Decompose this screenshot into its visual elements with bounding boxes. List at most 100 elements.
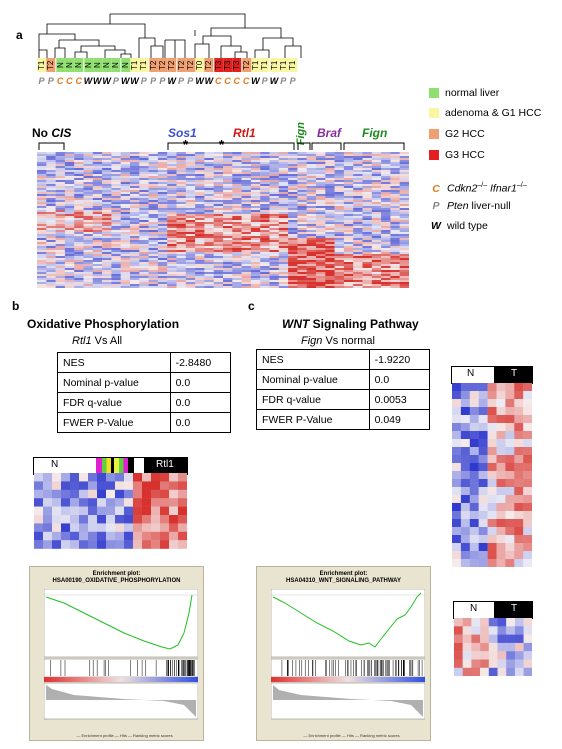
- heatmap-cell: [325, 158, 335, 161]
- heatmap-cell: [399, 218, 409, 221]
- heatmap-cell: [167, 276, 177, 279]
- heatmap-cell: [343, 160, 354, 163]
- heatmap-cell: [334, 268, 345, 271]
- heatmap-cell: [241, 262, 252, 265]
- heatmap-cell: [176, 186, 186, 189]
- heatmap-cell: [260, 274, 270, 277]
- heatmap-cell: [306, 248, 317, 251]
- heatmap-cell: [362, 256, 372, 259]
- heatmap-cell: [371, 202, 382, 205]
- heatmap-cell: [120, 234, 131, 237]
- sample-genotype-cell: W: [83, 76, 93, 86]
- heatmap-cell: [139, 176, 149, 179]
- heatmap-cell: [334, 200, 345, 203]
- heatmap-cell: [111, 232, 121, 235]
- heatmap-cell: [269, 236, 279, 239]
- heatmap-cell: [102, 190, 112, 193]
- heatmap-cell: [232, 276, 242, 279]
- heatmap-cell: [232, 242, 242, 245]
- heatmap-cell: [460, 455, 470, 464]
- heatmap-cell: [130, 184, 140, 187]
- heatmap-cell: [297, 156, 307, 159]
- heatmap-cell: [452, 495, 462, 504]
- heatmap-cell: [278, 236, 289, 239]
- heatmap-cell: [74, 202, 84, 205]
- heatmap-cell: [139, 276, 149, 279]
- heatmap-cell: [523, 634, 532, 644]
- heatmap-cell: [102, 220, 112, 223]
- heatmap-cell: [241, 218, 252, 221]
- heatmap-cell: [157, 258, 168, 261]
- heatmap-cell: [471, 642, 481, 652]
- heatmap-cell: [55, 210, 66, 213]
- heatmap-cell: [176, 208, 186, 211]
- heatmap-cell: [74, 192, 84, 195]
- heatmap-cell: [343, 186, 354, 189]
- heatmap-cell: [343, 208, 354, 211]
- heatmap-cell: [133, 540, 143, 549]
- heatmap-cell: [505, 511, 515, 520]
- heatmap-cell: [223, 202, 233, 205]
- heatmap-cell: [223, 176, 233, 179]
- heatmap-cell: [61, 531, 71, 541]
- heatmap-cell: [178, 515, 187, 524]
- heatmap-cell: [213, 278, 224, 281]
- heatmap-cell: [70, 506, 80, 516]
- heatmap-cell: [115, 489, 125, 499]
- heatmap-cell: [452, 471, 462, 480]
- heatmap-cell: [353, 226, 363, 229]
- heatmap-cell: [157, 286, 168, 288]
- heatmap-cell: [157, 166, 168, 169]
- heatmap-cell: [120, 240, 131, 243]
- heatmap-cell: [223, 212, 233, 215]
- heatmap-cell: [92, 212, 103, 215]
- heatmap-cell: [278, 248, 289, 251]
- heatmap-cell: [306, 156, 317, 159]
- heatmap-cell: [390, 152, 400, 155]
- heatmap-cell: [223, 246, 233, 249]
- heatmap-cell: [64, 174, 75, 177]
- heatmap-cell: [176, 176, 186, 179]
- heatmap-cell: [176, 284, 186, 287]
- heatmap-cell: [371, 184, 382, 187]
- heatmap-cell: [471, 659, 481, 668]
- heatmap-cell: [260, 194, 270, 197]
- heatmap-cell: [297, 204, 307, 207]
- heatmap-cell: [334, 280, 345, 283]
- heatmap-cell: [371, 238, 382, 241]
- heatmap-cell: [79, 515, 89, 524]
- heatmap-cell: [480, 667, 489, 676]
- heatmap-cell: [92, 210, 103, 213]
- heatmap-cell: [195, 282, 205, 285]
- sample-genotype-cell: P: [112, 76, 119, 86]
- heatmap-cell: [148, 196, 159, 199]
- heatmap-cell: [390, 154, 400, 157]
- heatmap-cell: [250, 152, 261, 155]
- heatmap-cell: [160, 540, 170, 549]
- heatmap-cell: [92, 266, 103, 269]
- heatmap-cell: [46, 190, 56, 193]
- heatmap-cell: [111, 240, 121, 243]
- heatmap-cell: [195, 284, 205, 287]
- heatmap-cell: [523, 551, 532, 560]
- heatmap-cell: [55, 208, 66, 211]
- heatmap-cell: [278, 208, 289, 211]
- heatmap-cell: [250, 228, 261, 231]
- heatmap-cell: [399, 284, 409, 287]
- heatmap-cell: [316, 168, 326, 171]
- heatmap-cell: [195, 234, 205, 237]
- heatmap-cell: [241, 216, 252, 219]
- heatmap-cell: [111, 174, 121, 177]
- heatmap-cell: [334, 160, 345, 163]
- panel-b-stats-table: NES -2.8480 Nominal p-value 0.0 FDR q-valu…: [57, 352, 232, 433]
- heatmap-cell: [288, 174, 298, 177]
- heatmap-cell: [269, 270, 279, 273]
- heatmap-cell: [102, 204, 112, 207]
- heatmap-cell: [316, 180, 326, 183]
- heatmap-cell: [97, 515, 107, 524]
- heatmap-cell: [176, 234, 186, 237]
- heatmap-cell: [250, 156, 261, 159]
- heatmap-cell: [204, 164, 214, 167]
- heatmap-cell: [278, 250, 289, 253]
- heatmap-cell: [260, 258, 270, 261]
